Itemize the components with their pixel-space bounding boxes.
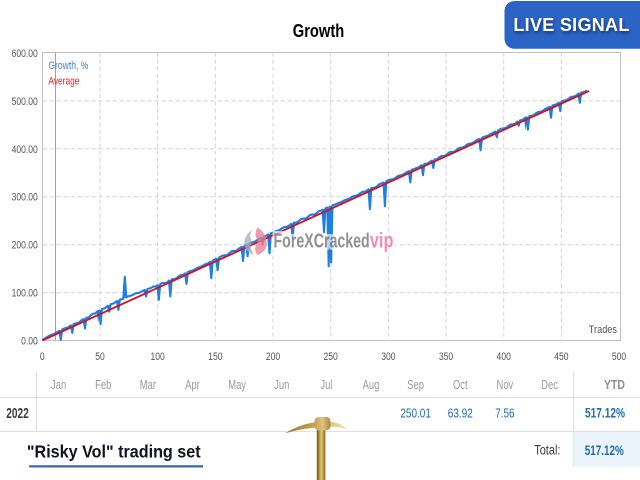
svg-text:250.01: 250.01 (400, 406, 431, 421)
svg-text:0.00: 0.00 (21, 336, 38, 348)
svg-text:ForeXCracked: ForeXCracked (274, 229, 370, 252)
svg-text:Sep: Sep (407, 378, 424, 392)
svg-text:Growth: Growth (293, 20, 345, 41)
svg-text:YTD: YTD (604, 378, 625, 392)
svg-text:500: 500 (612, 351, 626, 363)
svg-text:200: 200 (266, 351, 280, 363)
svg-text:Apr: Apr (185, 378, 200, 392)
svg-text:Mar: Mar (140, 378, 157, 392)
svg-text:517.12%: 517.12% (585, 443, 624, 458)
svg-text:600.00: 600.00 (12, 48, 38, 60)
svg-text:Jan: Jan (51, 378, 66, 392)
svg-text:2022: 2022 (6, 406, 29, 422)
svg-text:Average: Average (48, 76, 79, 88)
svg-text:Growth, %: Growth, % (48, 60, 88, 72)
svg-text:63.92: 63.92 (448, 406, 473, 421)
svg-text:400: 400 (497, 351, 511, 363)
svg-text:LIVE SIGNAL: LIVE SIGNAL (513, 15, 629, 35)
svg-text:vip: vip (370, 228, 394, 252)
svg-text:Aug: Aug (363, 378, 380, 392)
svg-text:350: 350 (439, 351, 453, 363)
svg-text:50: 50 (95, 351, 105, 363)
svg-text:517.12%: 517.12% (585, 406, 625, 421)
svg-text:450: 450 (554, 351, 568, 363)
svg-text:300: 300 (381, 351, 395, 363)
svg-text:Nov: Nov (497, 378, 514, 392)
svg-text:7.56: 7.56 (495, 406, 514, 421)
svg-text:400.00: 400.00 (12, 144, 38, 156)
svg-text:100.00: 100.00 (12, 288, 38, 300)
svg-text:250: 250 (324, 351, 338, 363)
svg-text:150: 150 (208, 351, 222, 363)
svg-text:Feb: Feb (95, 378, 111, 392)
svg-text:Trades: Trades (589, 324, 618, 336)
svg-text:300.00: 300.00 (12, 192, 38, 204)
svg-text:"Risky Vol" trading set: "Risky Vol" trading set (27, 441, 201, 461)
svg-text:200.00: 200.00 (12, 240, 38, 252)
svg-text:500.00: 500.00 (12, 96, 38, 108)
svg-text:0: 0 (40, 351, 45, 363)
svg-text:Dec: Dec (541, 378, 558, 392)
svg-text:Jul: Jul (320, 378, 332, 392)
svg-text:May: May (228, 378, 246, 392)
svg-text:100: 100 (151, 351, 165, 363)
svg-text:Jun: Jun (274, 378, 289, 392)
svg-text:vip: vip (370, 228, 394, 252)
svg-text:ForeXCracked: ForeXCracked (274, 229, 370, 252)
svg-text:Oct: Oct (453, 378, 468, 392)
svg-text:Total:: Total: (534, 442, 560, 457)
